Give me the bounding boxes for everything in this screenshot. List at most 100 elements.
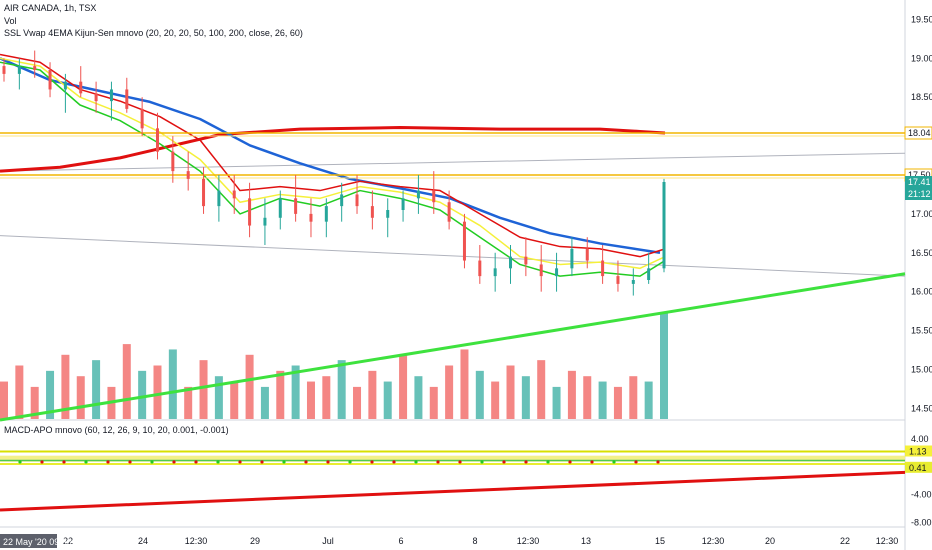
macd-dot xyxy=(480,460,484,464)
volume-bar xyxy=(76,376,85,419)
volume-bar xyxy=(15,365,24,419)
volume-bar xyxy=(353,386,362,419)
candle-body xyxy=(432,190,436,203)
volume-bar xyxy=(399,354,408,419)
volume-bar xyxy=(138,370,147,419)
volume-bars xyxy=(0,312,668,419)
candle-body xyxy=(340,194,344,207)
time-label: 12:30 xyxy=(185,536,208,546)
volume-bar xyxy=(168,349,177,419)
macd-line-red xyxy=(0,470,906,512)
macd-dot xyxy=(656,460,660,464)
cursor-date-bg xyxy=(0,534,57,548)
candle-body xyxy=(309,213,313,222)
indicator-overlays xyxy=(0,53,906,422)
macd-band xyxy=(0,455,905,462)
time-label: 12:30 xyxy=(876,536,899,546)
macd-dot xyxy=(436,460,440,464)
macd-dot xyxy=(282,460,286,464)
time-label: 29 xyxy=(250,536,260,546)
candle-body xyxy=(186,171,190,179)
volume-bar xyxy=(230,381,239,419)
indicator-legend[interactable]: SSL Vwap 4EMA Kijun-Sen mnovo (20, 20, 2… xyxy=(4,28,303,38)
macd-dot xyxy=(304,460,308,464)
volume-bar xyxy=(322,376,331,419)
candle-body xyxy=(355,194,359,207)
candle-body xyxy=(202,178,206,207)
price-axis[interactable]: 19.5019.0018.5018.0017.5017.0016.5016.00… xyxy=(911,14,932,413)
price-tick-label: 19.50 xyxy=(911,14,932,24)
candle-body xyxy=(94,93,98,102)
price-tick-label: 15.00 xyxy=(911,364,932,374)
candle-body xyxy=(370,206,374,218)
volume-bar xyxy=(383,381,392,419)
candle-body xyxy=(248,198,252,226)
candle-body xyxy=(171,151,175,172)
candle-body xyxy=(401,198,405,210)
candle-body xyxy=(278,198,282,218)
price-tick-label: 19.00 xyxy=(911,53,932,63)
macd-dot xyxy=(106,460,110,464)
candle-body xyxy=(386,210,390,218)
candle-body xyxy=(109,89,113,102)
time-label: 8 xyxy=(472,536,477,546)
lower-level-badge: 17.50 xyxy=(908,170,931,180)
time-label: 13 xyxy=(581,536,591,546)
last-price-badge-bg xyxy=(905,176,932,188)
macd-dot xyxy=(326,460,330,464)
time-label: 24 xyxy=(138,536,148,546)
volume-bar xyxy=(184,386,193,419)
upper-level-badge-border xyxy=(904,126,932,140)
ema-blue-line xyxy=(0,57,661,255)
candle-body xyxy=(570,248,574,269)
ssl-band-yellow xyxy=(0,57,666,270)
candle-body xyxy=(631,280,635,284)
macd-dot xyxy=(216,460,220,464)
macd-dot xyxy=(458,460,462,464)
candle-body xyxy=(217,190,221,207)
volume-bar xyxy=(276,370,285,419)
volume-legend[interactable]: Vol xyxy=(4,16,17,26)
macd-dot xyxy=(172,460,176,464)
time-label: 22 xyxy=(63,536,73,546)
countdown-badge: 21:12 xyxy=(908,189,931,199)
macd-badge-a-bg xyxy=(905,445,932,457)
time-axis[interactable]: 22 24 12:30 29 Jul 6 8 12:30 13 15 12:30 20 22 12:30 2… xyxy=(0,534,898,548)
upper-level-badge-bg xyxy=(905,127,932,139)
macd-dot xyxy=(502,460,506,464)
volume-bar xyxy=(260,386,269,419)
volume-bar xyxy=(629,376,638,419)
volume-bar xyxy=(644,381,653,419)
candlesticks xyxy=(2,50,666,296)
candle-body xyxy=(63,81,67,90)
symbol-legend[interactable]: AIR CANADA, 1h, TSX xyxy=(4,3,97,13)
macd-dot xyxy=(414,460,418,464)
macd-dot xyxy=(150,460,154,464)
volume-bar xyxy=(46,370,55,419)
time-label: 22 xyxy=(840,536,850,546)
candle-body xyxy=(155,128,159,152)
volume-bar xyxy=(337,360,346,419)
candle-body xyxy=(524,256,528,265)
macd-tick-label: 4.00 xyxy=(911,434,929,444)
upper-level-badge: 18.04 xyxy=(908,128,931,138)
volume-bar xyxy=(521,376,530,419)
price-tick-label: 15.50 xyxy=(911,326,932,336)
macd-legend[interactable]: MACD-APO mnovo (60, 12, 26, 9, 10, 20, 0… xyxy=(4,425,229,435)
time-label: 12:30 xyxy=(517,536,540,546)
volume-bar xyxy=(61,354,70,419)
macd-dot xyxy=(128,460,132,464)
macd-dot xyxy=(62,460,66,464)
macd-tick-label: -8.00 xyxy=(911,518,932,528)
volume-bar xyxy=(583,376,592,419)
time-label: Jul xyxy=(322,536,334,546)
candle-body xyxy=(539,264,543,277)
macd-badge-b: 0.41 xyxy=(909,463,927,473)
candle-body xyxy=(79,81,83,94)
candle-body xyxy=(125,89,129,109)
macd-dot xyxy=(194,460,198,464)
candle-body xyxy=(140,108,144,129)
volume-bar xyxy=(0,381,8,419)
